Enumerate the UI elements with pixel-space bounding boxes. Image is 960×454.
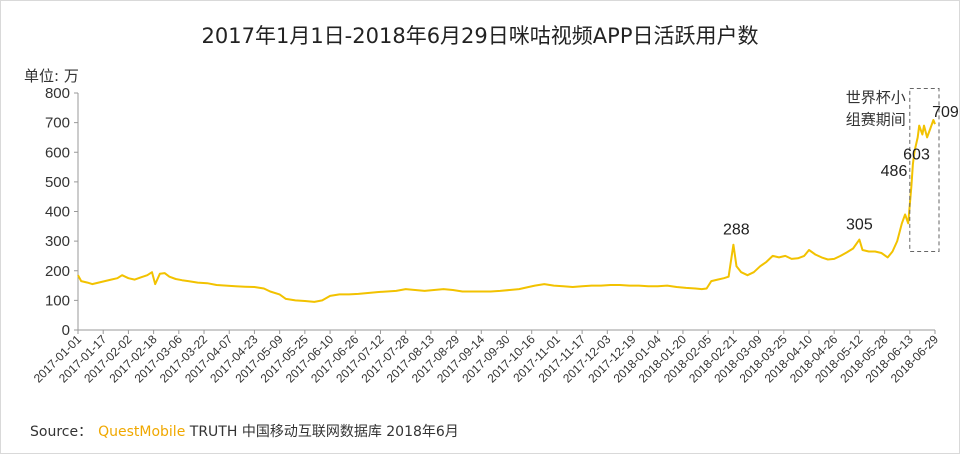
y-axis-unit-label: 单位: 万	[24, 67, 79, 85]
chart-axes	[77, 93, 935, 331]
source-label: Source：	[30, 424, 93, 440]
y-tick-label: 100	[45, 292, 70, 309]
y-tick-label: 200	[45, 263, 70, 280]
annotation-text-line1: 世界杯小	[846, 89, 906, 107]
y-tick-label: 600	[45, 144, 70, 161]
data-label: 305	[846, 217, 873, 234]
chart-title: 2017年1月1日-2018年6月29日咪咕视频APP日活跃用户数	[201, 24, 759, 48]
data-label: 288	[723, 222, 750, 239]
series-lines	[77, 119, 936, 303]
source-footer: Source： QuestMobile TRUTH 中国移动互联网数据库 2018…	[30, 421, 459, 441]
y-tick-label: 700	[45, 115, 70, 132]
series-line	[77, 119, 936, 303]
source-text: TRUTH 中国移动互联网数据库 2018年6月	[189, 424, 459, 440]
annotation-box	[909, 88, 940, 252]
y-tick-label: 800	[45, 85, 70, 102]
y-tick-labels: 0 100 200 300 400 500 600 700 800	[45, 85, 78, 339]
annotation-text-line2: 组赛期间	[846, 111, 906, 129]
y-tick-label: 400	[45, 204, 70, 221]
data-label: 486	[881, 163, 908, 180]
y-tick-label: 0	[62, 322, 70, 339]
brand-name: QuestMobile	[98, 424, 186, 440]
data-label: 709	[932, 104, 959, 121]
x-tick-labels: 2017-01-012017-01-172017-02-022017-02-18…	[31, 330, 941, 386]
y-tick-label: 300	[45, 233, 70, 250]
data-label: 603	[903, 146, 930, 163]
y-tick-label: 500	[45, 174, 70, 191]
